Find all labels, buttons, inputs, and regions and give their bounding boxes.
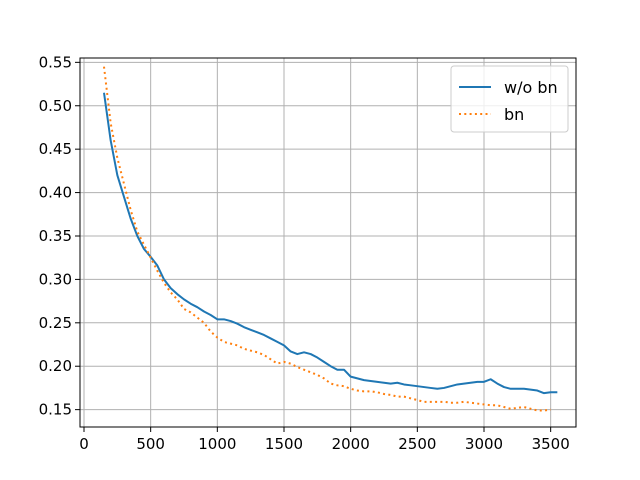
x-tick-label: 1000 — [198, 435, 236, 453]
x-tick-label: 2000 — [332, 435, 370, 453]
y-tick-label: 0.50 — [39, 97, 72, 115]
x-tick-label: 3000 — [465, 435, 503, 453]
x-axis: 0 500 1000 1500 2000 2500 3000 3500 — [79, 427, 570, 453]
x-tick-label: 0 — [79, 435, 89, 453]
series-line-wo-bn — [103, 92, 558, 395]
x-tick-label: 1500 — [265, 435, 303, 453]
y-tick-label: 0.20 — [39, 357, 72, 375]
y-axis: 0.15 0.20 0.25 0.30 0.35 0.40 0.45 0.50 0.55 — [39, 53, 80, 419]
y-tick-label: 0.35 — [39, 227, 72, 245]
plot-series — [103, 66, 558, 412]
y-tick-label: 0.15 — [39, 401, 72, 419]
legend-label: w/o bn — [504, 78, 558, 97]
legend: w/o bn bn — [450, 65, 569, 133]
legend-label: bn — [504, 105, 524, 124]
plot-frame — [79, 57, 577, 428]
x-tick-label: 2500 — [398, 435, 436, 453]
y-tick-label: 0.25 — [39, 314, 72, 332]
x-tick-label: 3500 — [532, 435, 570, 453]
y-tick-label: 0.55 — [39, 53, 72, 71]
y-tick-label: 0.40 — [39, 184, 72, 202]
series-line-bn — [103, 66, 551, 412]
x-tick-label: 500 — [136, 435, 165, 453]
y-tick-label: 0.30 — [39, 270, 72, 288]
legend-box — [450, 65, 569, 133]
y-tick-label: 0.45 — [39, 140, 72, 158]
